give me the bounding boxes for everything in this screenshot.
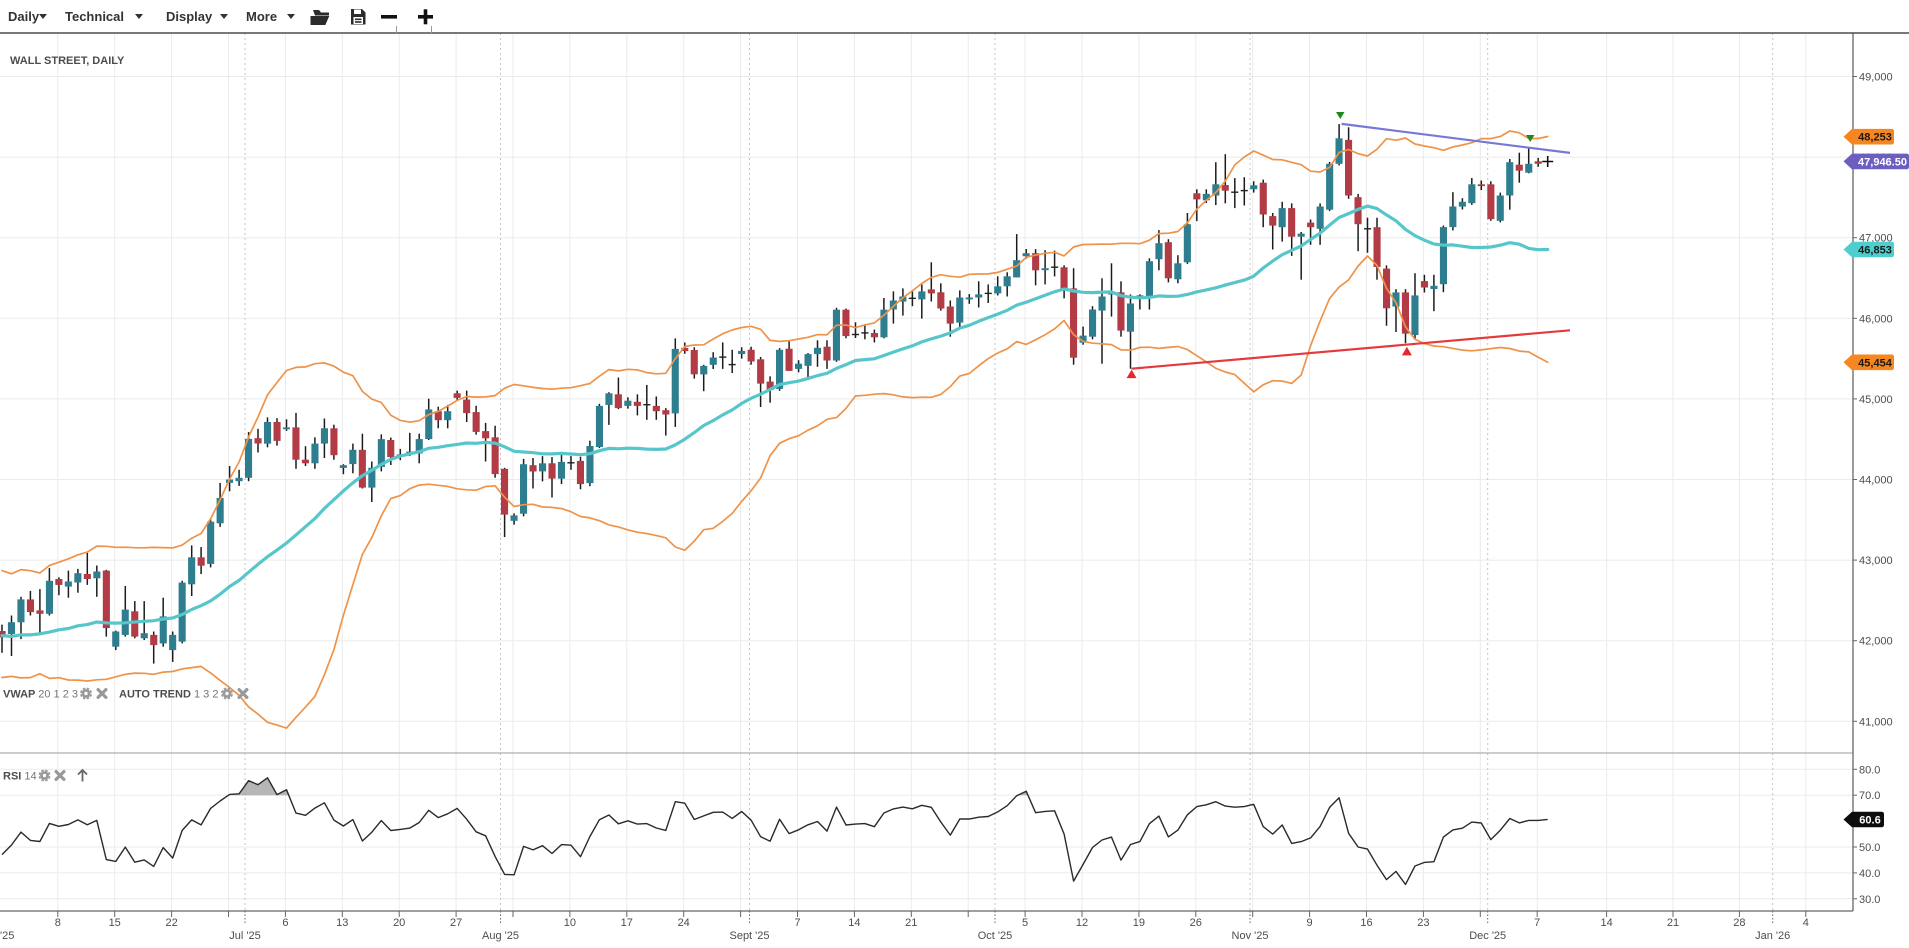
svg-text:Nov '25: Nov '25	[1232, 930, 1269, 942]
svg-text:Aug '25: Aug '25	[482, 930, 519, 942]
svg-text:6: 6	[282, 917, 288, 929]
svg-text:WALL STREET, DAILY: WALL STREET, DAILY	[10, 55, 125, 67]
svg-text:47,946.50: 47,946.50	[1858, 156, 1907, 168]
svg-text:13: 13	[336, 917, 348, 929]
svg-text:46,000: 46,000	[1859, 313, 1893, 325]
svg-text:49,000: 49,000	[1859, 72, 1893, 84]
svg-text:12: 12	[1076, 917, 1088, 929]
svg-text:44,000: 44,000	[1859, 475, 1893, 487]
svg-text:AUTO TREND 1 3 2: AUTO TREND 1 3 2	[119, 689, 218, 701]
svg-text:RSI 14: RSI 14	[3, 771, 37, 783]
svg-text:42,000: 42,000	[1859, 636, 1893, 648]
svg-text:Daily: Daily	[8, 9, 40, 24]
svg-text:7: 7	[1534, 917, 1540, 929]
svg-text:More: More	[246, 9, 277, 24]
svg-text:19: 19	[1133, 917, 1145, 929]
svg-text:26: 26	[1190, 917, 1202, 929]
svg-text:4: 4	[1803, 917, 1809, 929]
svg-text:50.0: 50.0	[1859, 842, 1880, 854]
svg-text:Display: Display	[166, 9, 213, 24]
svg-text:46,853: 46,853	[1858, 245, 1892, 257]
svg-text:40.0: 40.0	[1859, 868, 1880, 880]
svg-text:VWAP 20 1 2 3: VWAP 20 1 2 3	[3, 689, 78, 701]
svg-text:Dec '25: Dec '25	[1469, 930, 1506, 942]
svg-text:Technical: Technical	[65, 9, 124, 24]
svg-text:43,000: 43,000	[1859, 555, 1893, 567]
svg-text:28: 28	[1733, 917, 1745, 929]
svg-text:17: 17	[621, 917, 633, 929]
svg-text:30.0: 30.0	[1859, 894, 1880, 906]
svg-text:27: 27	[450, 917, 462, 929]
svg-text:23: 23	[1417, 917, 1429, 929]
svg-text:Sept '25: Sept '25	[729, 930, 769, 942]
svg-text:Oct '25: Oct '25	[978, 930, 1013, 942]
svg-text:48,253: 48,253	[1858, 132, 1892, 144]
svg-text:45,000: 45,000	[1859, 394, 1893, 406]
svg-text:7: 7	[794, 917, 800, 929]
svg-text:10: 10	[564, 917, 576, 929]
svg-text:15: 15	[109, 917, 121, 929]
svg-text:45,454: 45,454	[1858, 357, 1893, 369]
svg-text:21: 21	[1667, 917, 1679, 929]
svg-text:'25: '25	[0, 930, 14, 942]
svg-text:9: 9	[1307, 917, 1313, 929]
svg-text:41,000: 41,000	[1859, 716, 1893, 728]
svg-text:14: 14	[1600, 917, 1612, 929]
svg-text:60.6: 60.6	[1859, 815, 1880, 827]
svg-text:Jul '25: Jul '25	[229, 930, 260, 942]
svg-text:16: 16	[1360, 917, 1372, 929]
svg-text:22: 22	[165, 917, 177, 929]
svg-text:20: 20	[393, 917, 405, 929]
svg-text:14: 14	[848, 917, 860, 929]
svg-text:5: 5	[1022, 917, 1028, 929]
svg-text:8: 8	[55, 917, 61, 929]
svg-text:24: 24	[678, 917, 690, 929]
svg-text:21: 21	[905, 917, 917, 929]
svg-text:80.0: 80.0	[1859, 764, 1880, 776]
svg-text:70.0: 70.0	[1859, 790, 1880, 802]
svg-text:Jan '26: Jan '26	[1755, 930, 1790, 942]
